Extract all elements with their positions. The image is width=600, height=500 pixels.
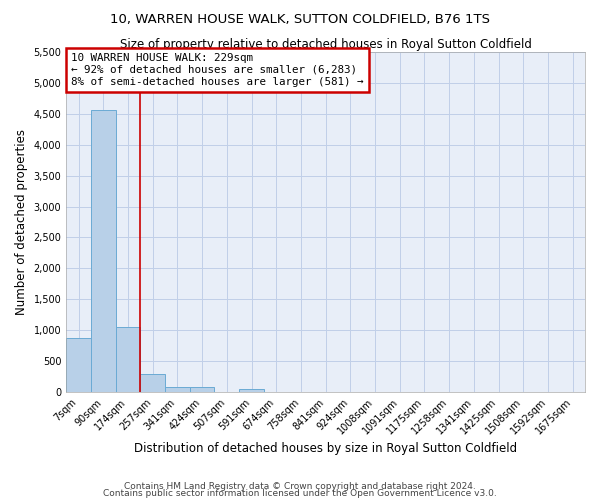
Text: Contains HM Land Registry data © Crown copyright and database right 2024.: Contains HM Land Registry data © Crown c… (124, 482, 476, 491)
Bar (165, 387, 190, 392)
Title: Size of property relative to detached houses in Royal Sutton Coldfield: Size of property relative to detached ho… (120, 38, 532, 51)
Y-axis label: Number of detached properties: Number of detached properties (15, 129, 28, 315)
Bar (239, 389, 264, 392)
Bar (66, 338, 91, 392)
X-axis label: Distribution of detached houses by size in Royal Sutton Coldfield: Distribution of detached houses by size … (134, 442, 517, 455)
Bar (91, 110, 116, 393)
Text: 10 WARREN HOUSE WALK: 229sqm
← 92% of detached houses are smaller (6,283)
8% of : 10 WARREN HOUSE WALK: 229sqm ← 92% of de… (71, 54, 364, 86)
Text: Contains public sector information licensed under the Open Government Licence v3: Contains public sector information licen… (103, 489, 497, 498)
Bar (116, 326, 140, 392)
Bar (190, 387, 214, 392)
Text: 10, WARREN HOUSE WALK, SUTTON COLDFIELD, B76 1TS: 10, WARREN HOUSE WALK, SUTTON COLDFIELD,… (110, 12, 490, 26)
Bar (140, 374, 165, 392)
